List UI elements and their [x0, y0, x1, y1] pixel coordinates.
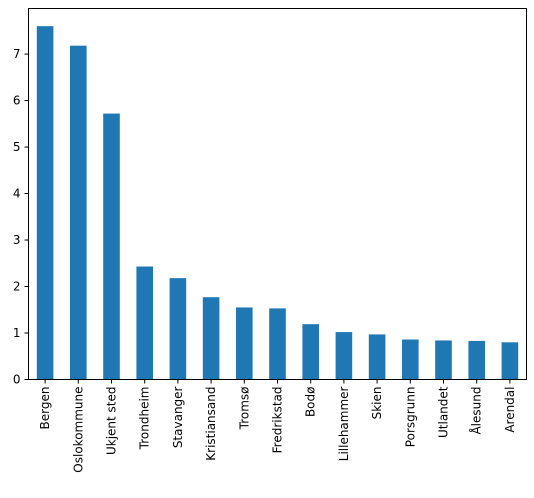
x-tick-label: Oslokommune	[71, 387, 85, 473]
bar-tromsø	[236, 307, 253, 380]
bar-porsgrunn	[402, 339, 419, 380]
x-tick-label: Bodø	[304, 387, 318, 418]
bar-skien	[368, 334, 386, 380]
x-tick-label: Ålesund	[469, 387, 484, 435]
y-tick-label: 3	[13, 233, 21, 247]
plot-area	[36, 26, 519, 380]
x-axis: Bergen Oslokommune Ukjent sted Trondheim Sta…	[38, 379, 517, 473]
bar-kristiansand	[202, 297, 220, 380]
bar-utlandet	[435, 340, 452, 380]
x-tick-label: Skien	[370, 387, 384, 420]
bar-lillehammer	[335, 332, 353, 380]
x-tick-label: Fredrikstad	[271, 387, 285, 454]
y-tick-label: 5	[13, 140, 21, 154]
bar-ukjent-sted	[103, 113, 120, 380]
x-tick-label: Lillehammer	[337, 386, 351, 461]
bar-fredrikstad	[269, 308, 286, 380]
y-tick-label: 1	[13, 326, 21, 340]
y-tick-label: 7	[13, 47, 21, 61]
bar-bodø	[302, 324, 319, 380]
bar-trondheim	[136, 266, 153, 380]
x-tick-label: Porsgrunn	[403, 387, 417, 448]
y-tick-label: 2	[13, 280, 21, 294]
x-tick-label: Tromsø	[237, 387, 251, 431]
y-tick-label: 0	[13, 373, 21, 387]
x-tick-label: Ukjent sted	[105, 387, 119, 456]
bar-oslokommune	[70, 45, 87, 380]
bar-stavanger	[169, 278, 187, 380]
bar-arendal	[501, 342, 519, 380]
bar-ålesund	[468, 340, 485, 380]
bar-bergen	[36, 26, 54, 380]
x-tick-label: Bergen	[38, 387, 52, 430]
axes-frame	[28, 8, 527, 380]
x-tick-label: Stavanger	[171, 386, 185, 448]
x-tick-label: Utlandet	[437, 386, 451, 438]
y-axis: 0 1 2 3 4 5 6 7	[13, 47, 29, 387]
x-tick-label: Kristiansand	[204, 387, 218, 461]
y-tick-label: 4	[13, 187, 21, 201]
x-tick-label: Trondheim	[138, 387, 152, 451]
x-tick-label: Arendal	[503, 387, 517, 433]
y-tick-label: 6	[13, 94, 21, 108]
